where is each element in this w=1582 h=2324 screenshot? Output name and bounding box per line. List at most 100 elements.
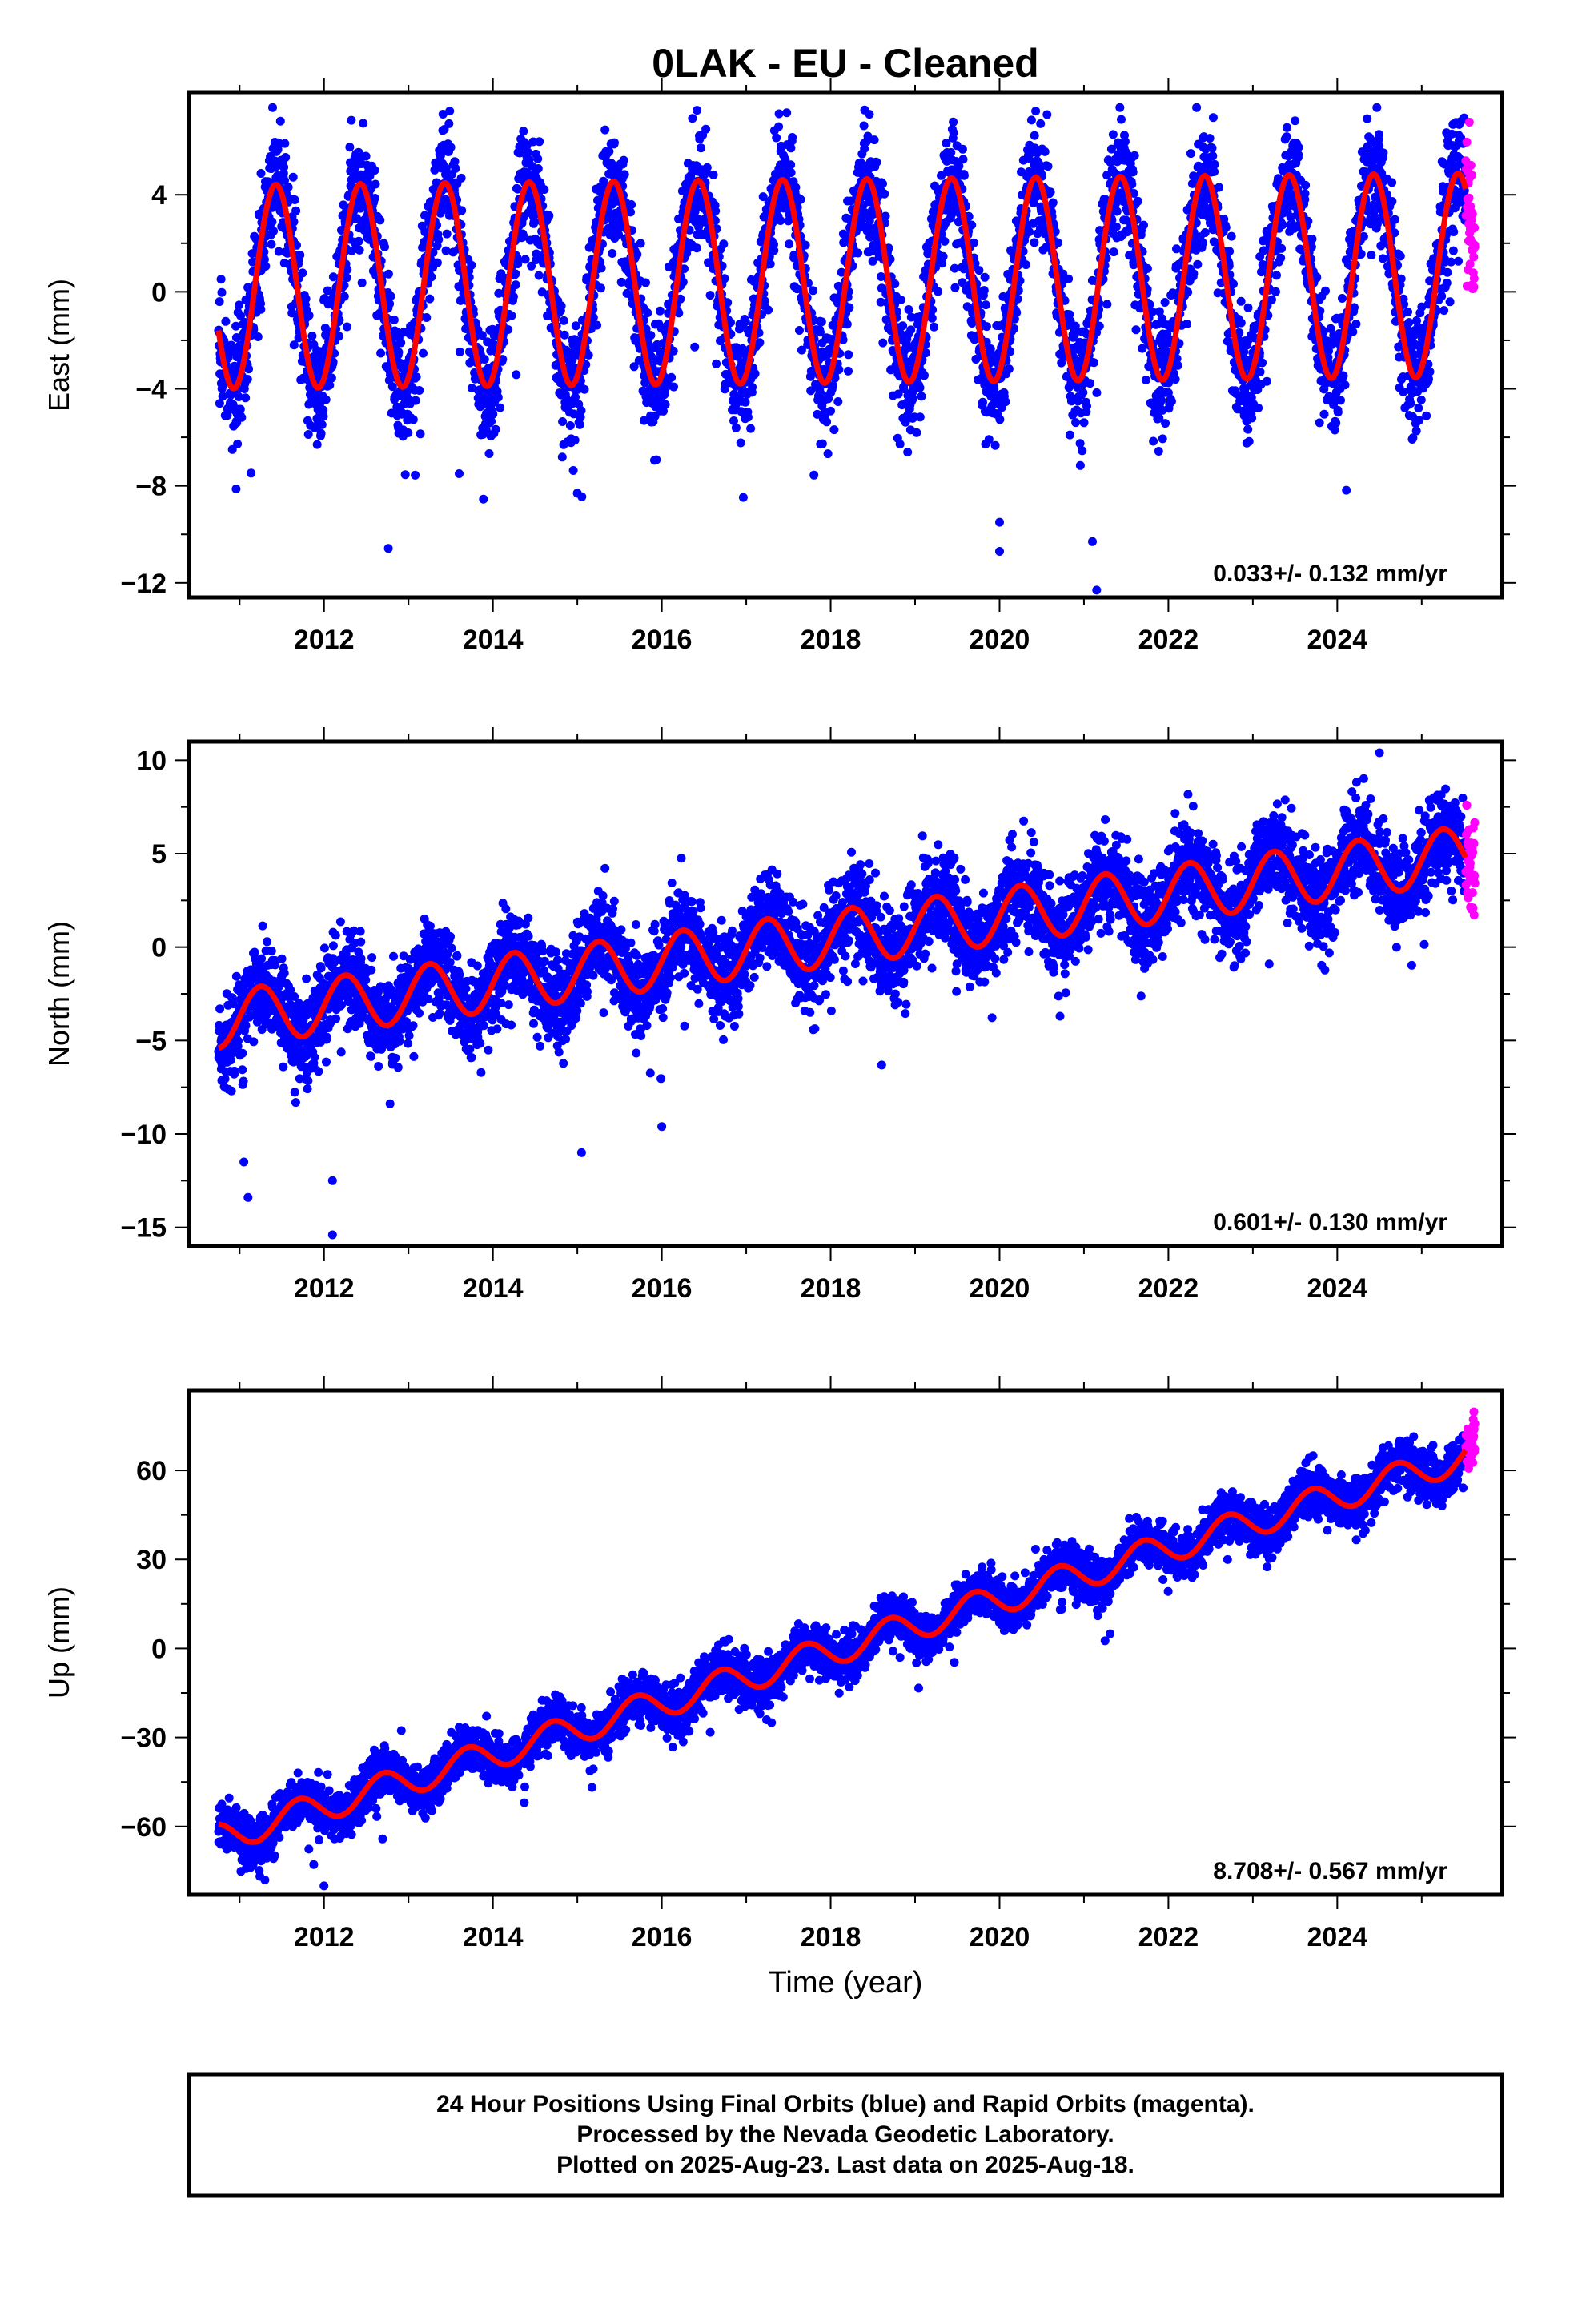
panel-east: 2012 2014 2016 2018 2020 2022 2024−12−8−404Eas… [42,78,1516,655]
final-orbit-point [760,296,769,306]
final-orbit-point [1208,151,1218,161]
final-orbit-point [279,163,289,172]
final-orbit-point [1239,347,1249,356]
final-orbit-point [1086,379,1094,388]
final-orbit-point [1396,274,1406,283]
final-orbit-point [261,262,271,271]
final-orbit-point [1172,354,1182,364]
final-orbit-point [774,109,784,119]
final-orbit-point [1244,436,1254,446]
final-orbit-point [660,390,669,400]
final-orbit-point [1403,307,1412,316]
final-orbit-point [1378,254,1387,263]
final-orbit-point [233,439,243,448]
final-orbit-point [958,155,968,164]
final-orbit-point [878,179,887,188]
final-orbit-point [937,171,946,180]
final-orbit-point [1277,243,1287,253]
final-orbit-point [920,371,929,380]
final-orbit-point [823,449,833,459]
final-orbit-point [444,119,454,128]
final-orbit-point [1065,310,1074,320]
final-orbit-point [1247,413,1257,423]
final-orbit-point [446,143,456,152]
final-orbit-point [450,157,460,167]
final-orbit-point [809,470,819,480]
y-tick-label: 0 [151,277,167,308]
final-orbit-point [772,133,781,143]
final-orbit-point [290,195,299,204]
final-orbit-point [834,365,844,374]
final-orbit-point [215,297,224,307]
final-orbit-point [620,170,629,179]
final-orbit-point [1336,396,1345,405]
final-orbit-point [1243,424,1253,434]
final-orbit-point [274,247,283,256]
final-orbit-point [425,294,435,304]
final-orbit-point [1130,151,1139,160]
final-orbit-point [797,345,806,355]
final-orbit-point [231,485,241,493]
final-orbit-point [741,397,750,407]
final-orbit-point [844,366,853,376]
final-orbit-point [1042,110,1052,119]
final-orbit-point [661,400,670,409]
final-orbit-point [558,417,568,426]
final-orbit-point [1399,387,1408,396]
final-orbit-point [544,211,554,220]
x-tick-label: 2014 [463,625,524,655]
final-orbit-point [1186,149,1195,159]
final-orbit-point [736,438,745,448]
final-orbit-point [357,278,367,287]
final-orbit-point [608,249,617,258]
final-orbit-point [1075,460,1085,470]
final-orbit-point [1160,298,1170,307]
final-orbit-point [1338,294,1347,303]
final-orbit-point [1073,383,1082,392]
final-orbit-point [419,348,428,358]
final-orbit-point [1129,260,1138,270]
final-orbit-point [869,135,879,145]
final-orbit-point [415,386,424,395]
final-orbit-point [400,470,410,480]
final-orbit-point [352,214,362,223]
final-orbit-point [1015,276,1025,286]
final-orbit-point [1259,246,1268,255]
final-orbit-point [750,369,760,378]
final-orbit-point [786,168,796,177]
final-orbit-point [863,131,873,141]
final-orbit-point [817,439,827,448]
final-orbit-point [1301,180,1311,190]
final-orbit-point [1404,318,1414,328]
final-orbit-point [283,183,293,192]
final-orbit-point [738,493,748,502]
final-orbit-point [1271,287,1280,296]
final-orbit-point [801,240,810,250]
final-orbit-point [1138,344,1147,353]
final-orbit-point [389,315,399,324]
final-orbit-point [949,117,958,127]
y-tick-label: 4 [151,180,167,211]
final-orbit-point [1348,327,1358,336]
final-orbit-point [890,279,900,288]
final-orbit-point [1092,388,1102,397]
final-orbit-point [1030,238,1039,247]
final-orbit-point [674,308,684,318]
final-orbit-point [519,232,528,241]
final-orbit-point [1377,168,1387,178]
final-orbit-point [1333,408,1343,417]
final-orbit-point [921,348,930,358]
final-orbit-point [408,415,418,424]
final-orbit-point [1283,123,1291,132]
final-orbit-point [298,268,307,278]
final-orbit-point [915,383,925,392]
final-orbit-point [534,271,544,280]
final-orbit-point [253,332,263,341]
final-orbit-point [1416,395,1426,404]
final-orbit-point [938,251,948,261]
final-orbit-point [1089,358,1098,368]
final-orbit-point [758,192,768,202]
final-orbit-point [540,185,549,195]
final-orbit-point [319,405,328,415]
